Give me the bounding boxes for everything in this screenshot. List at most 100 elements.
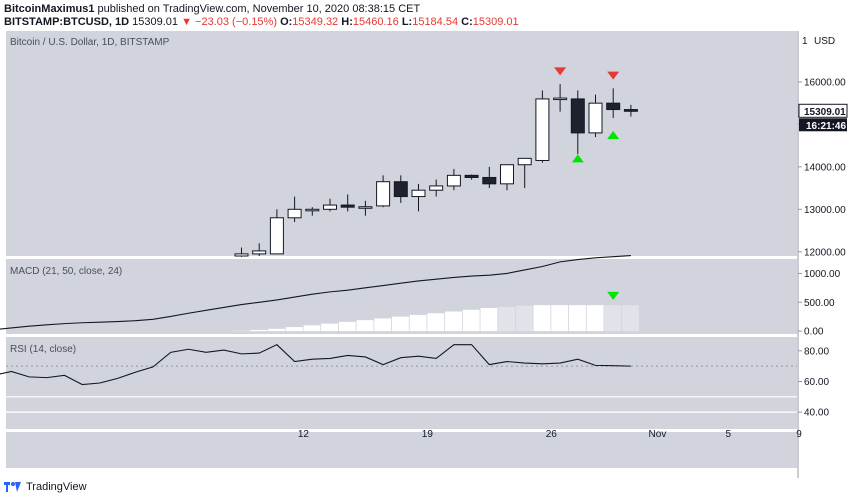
buy-signal-marker (571, 154, 584, 163)
axis-top-label: 1 (802, 36, 808, 47)
time-axis-bg (6, 432, 797, 468)
time-axis-tick: 9 (796, 429, 802, 440)
author-name[interactable]: BitcoinMaximus1 (4, 3, 95, 15)
time-axis-tick: Nov (649, 429, 667, 440)
candle-body (588, 102, 603, 134)
price-pane-bg (6, 31, 797, 256)
macd-histogram-bar (586, 305, 604, 332)
footer-brand: TradingView (4, 481, 87, 493)
candle-body (358, 206, 373, 209)
change-value: −23.03 (−0.15%) (195, 16, 277, 28)
macd-histogram-bar (515, 305, 533, 332)
macd-pane-title: MACD (21, 50, close, 24) (10, 266, 122, 277)
candle-body (287, 208, 302, 219)
candle-body (305, 208, 320, 212)
symbol-label: BITSTAMP:BTCUSD, 1D (4, 16, 130, 28)
tradingview-logo-icon (4, 482, 21, 492)
time-axis-tick: 19 (422, 429, 434, 440)
buy-signal-marker (607, 131, 620, 140)
rsi-pane-title: RSI (14, close) (10, 344, 76, 355)
macd-histogram-bar (462, 309, 480, 332)
last-price-label: 15309.01 (804, 107, 846, 118)
close-value: 15309.01 (472, 16, 519, 28)
candle-body (269, 217, 284, 255)
macd-histogram-bar (498, 306, 516, 332)
macd-histogram-bar (604, 305, 622, 332)
candle-body (429, 185, 444, 191)
price-axis-tick: 14000.00 (804, 162, 846, 173)
macd-histogram-bar (374, 318, 392, 332)
macd-histogram-bar (338, 321, 356, 332)
macd-histogram-bar (391, 316, 409, 332)
change-down-icon: ▼ (181, 16, 192, 28)
sell-signal-marker (607, 71, 620, 80)
macd-histogram-bar (427, 313, 445, 332)
currency-label: USD (814, 36, 835, 47)
time-axis-tick: 5 (725, 429, 731, 440)
macd-histogram-bar (568, 305, 586, 332)
candle-body (323, 204, 337, 210)
candle-body (623, 109, 638, 112)
candle-body (517, 157, 532, 166)
countdown-box (799, 118, 847, 132)
last-price-value: 15309.01 (132, 16, 179, 28)
low-value: 15184.54 (412, 16, 459, 28)
high-label: H: (341, 16, 353, 28)
candle-body (411, 189, 426, 198)
macd-line (0, 254, 631, 330)
open-value: 15349.32 (292, 16, 339, 28)
candle-body (553, 97, 568, 101)
candle-body (252, 250, 267, 255)
symbol-line: BITSTAMP:BTCUSD, 1D 15309.01 ▼ −23.03 (−… (4, 16, 519, 28)
publish-info: published on TradingView.com, November 1… (97, 3, 421, 15)
macd-histogram-bar (622, 305, 639, 332)
macd-histogram-bar (321, 323, 339, 332)
macd-axis-tick: 500.00 (804, 298, 835, 309)
publish-line: BitcoinMaximus1 published on TradingView… (4, 3, 420, 15)
price-axis-tick: 13000.00 (804, 205, 846, 216)
open-label: O: (280, 16, 293, 28)
candle-body (393, 181, 408, 198)
candle-body (482, 176, 497, 185)
price-axis-tick: 12000.00 (804, 247, 846, 258)
macd-histogram-bar (409, 314, 427, 332)
macd-histogram-bar (551, 305, 569, 332)
macd-histogram-bar (480, 308, 498, 332)
price-pane-title: Bitcoin / U.S. Dollar, 1D, BITSTAMP (10, 37, 170, 48)
macd-histogram-bar (356, 320, 374, 332)
rsi-pane-bg (6, 337, 797, 429)
chart-area[interactable]: Bitcoin / U.S. Dollar, 1D, BITSTAMP MACD … (0, 31, 850, 478)
macd-axis-tick: 0.00 (804, 327, 824, 338)
sell-signal-marker (554, 67, 567, 76)
candle-body (464, 174, 479, 178)
macd-histogram-bar (303, 325, 321, 332)
countdown-label: 16:21:46 (806, 121, 846, 132)
candle-body (376, 181, 391, 207)
price-axis-tick: 16000.00 (804, 77, 846, 88)
macd-signal-marker (607, 291, 620, 300)
candle-body (570, 98, 585, 134)
rsi-axis-tick: 60.00 (804, 377, 829, 388)
macd-histogram-bar (445, 311, 462, 332)
macd-histogram-bar (285, 327, 303, 332)
tradingview-brand[interactable]: TradingView (26, 481, 87, 493)
macd-axis-tick: 1000.00 (804, 269, 841, 280)
time-axis-tick: 12 (298, 429, 310, 440)
candle-body (234, 253, 249, 257)
rsi-line (0, 344, 631, 386)
candle-body (606, 102, 621, 111)
last-price-box (798, 103, 848, 118)
candle-body (535, 98, 550, 161)
time-axis-tick: 26 (546, 429, 558, 440)
close-label: C: (461, 16, 473, 28)
macd-histogram-bar (268, 328, 285, 332)
candle-body (446, 174, 461, 187)
high-value: 15460.16 (352, 16, 399, 28)
rsi-axis-tick: 80.00 (804, 346, 829, 357)
low-label: L: (401, 16, 413, 28)
candle-body (500, 164, 514, 185)
candle-body (340, 204, 355, 208)
macd-histogram-bar (250, 329, 268, 332)
macd-histogram-bar (533, 305, 551, 332)
rsi-axis-tick: 40.00 (804, 408, 829, 419)
